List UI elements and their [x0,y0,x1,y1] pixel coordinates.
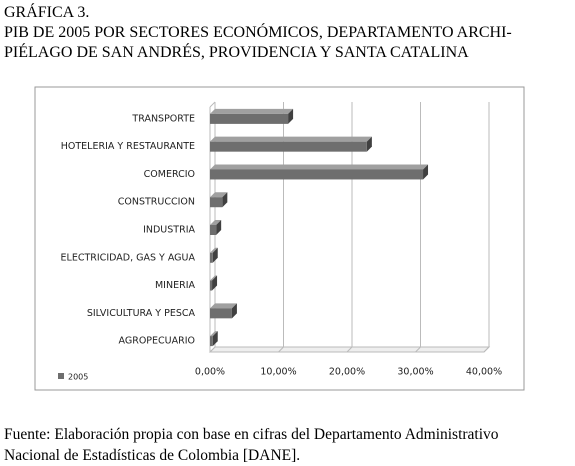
figure-label: GRÁFICA 3. [4,4,90,21]
y-tick-label: TRANSPORTE [131,113,195,124]
bar [210,113,289,124]
grid-line [483,102,490,353]
bar-top [210,164,429,170]
bar-top [210,108,294,114]
bar-side [366,136,372,152]
y-tick-label: MINERIA [155,280,196,291]
x-tick-label: 20,00% [329,367,365,378]
bar-side [212,275,218,291]
source-line: Nacional de Estadísticas de Colombia [DA… [4,447,301,464]
bar [210,141,367,152]
bar [210,336,213,347]
y-tick-label: AGROPECUARIO [119,336,195,347]
bar-top [210,136,372,142]
grid-line [209,102,216,353]
y-tick-label: ELECTRICIDAD, GAS Y AGUA [61,252,196,263]
bar [210,197,223,208]
title-line: PIB DE 2005 POR SECTORES ECONÓMICOS, DEP… [4,24,512,41]
title-line: PIÉLAGO DE SAN ANDRÉS, PROVIDENCIA Y SAN… [4,44,469,61]
legend-label: 2005 [68,373,88,382]
bar-side [423,164,429,180]
bar [210,280,213,291]
x-tick-label: 10,00% [260,367,296,378]
bar-side [212,247,218,263]
grid-line [346,102,353,353]
x-tick-label: 30,00% [397,367,433,378]
x-tick-label: 40,00% [466,367,502,378]
bar-side [231,303,237,319]
chart-frame [34,86,525,391]
x-tick-label: 0,00% [195,367,225,378]
bar-side [216,220,222,235]
y-tick-label: HOTELERIA Y RESTAURANTE [61,141,195,152]
bar-side [288,108,294,124]
bar-side [212,331,218,347]
bar-top [210,247,218,253]
bar-top [210,192,228,198]
source-line: Fuente: Elaboración propia con base en c… [4,426,499,443]
grid-line [415,102,421,353]
grid-line [278,102,284,353]
side-wall [209,101,216,108]
y-tick-label: SILVICULTURA Y PESCA [87,308,196,319]
bar [210,308,232,319]
bar [210,252,213,263]
bar [210,169,424,180]
floor [208,346,491,353]
legend-swatch [58,373,64,379]
bar-top [210,275,218,281]
bar-top [210,220,222,225]
bar-side [222,192,228,208]
bar [210,225,217,235]
y-tick-label: COMERCIO [144,169,195,180]
bar-top [210,303,237,309]
y-tick-label: INDUSTRIA [143,225,195,236]
bar-top [210,331,218,337]
y-tick-label: CONSTRUCCION [118,197,195,208]
